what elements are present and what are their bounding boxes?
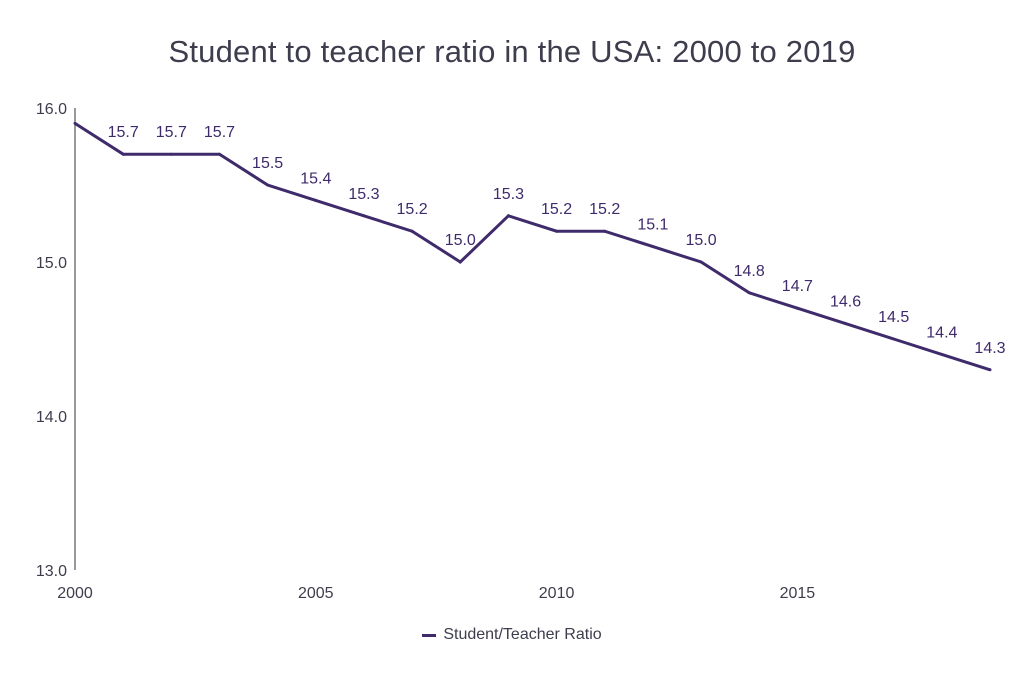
data-label: 14.4 (926, 324, 957, 341)
data-label: 15.3 (348, 186, 379, 203)
data-label: 15.0 (445, 232, 476, 249)
data-point (988, 368, 992, 372)
data-label: 15.5 (252, 155, 283, 172)
data-point (506, 214, 510, 218)
data-label: 14.8 (734, 263, 765, 280)
y-tick-label: 14.0 (36, 409, 67, 426)
x-tick-label: 2005 (298, 585, 334, 602)
data-label: 15.2 (541, 201, 572, 218)
data-point (892, 337, 896, 341)
data-point (603, 229, 607, 233)
data-point (747, 291, 751, 295)
data-point (458, 260, 462, 264)
data-label: 14.3 (974, 340, 1005, 357)
legend-label: Student/Teacher Ratio (443, 626, 602, 643)
data-label: 15.2 (589, 201, 620, 218)
x-tick-label: 2015 (780, 585, 816, 602)
data-label: 15.7 (204, 124, 235, 141)
data-point (410, 229, 414, 233)
data-point (169, 152, 173, 156)
data-point (121, 152, 125, 156)
data-point (73, 121, 77, 125)
data-label: 14.5 (878, 309, 909, 326)
data-point (844, 322, 848, 326)
y-tick-label: 15.0 (36, 255, 67, 272)
y-tick-label: 13.0 (36, 563, 67, 580)
series-layer (73, 121, 992, 372)
y-axis: 13.0 14.0 15.0 16.0 (36, 101, 76, 580)
x-axis: 2000 2005 2010 2015 (57, 585, 815, 602)
data-label: 15.3 (493, 186, 524, 203)
data-point (555, 229, 559, 233)
data-label: 14.6 (830, 294, 861, 311)
legend-swatch (422, 633, 437, 637)
data-point (362, 214, 366, 218)
data-point (795, 306, 799, 310)
data-label: 15.7 (156, 124, 187, 141)
y-tick-label: 16.0 (36, 101, 67, 118)
data-label: 15.1 (637, 217, 668, 234)
series-line (74, 122, 991, 372)
data-point (314, 198, 318, 202)
data-label: 15.2 (397, 201, 428, 218)
data-label: 14.7 (782, 278, 813, 295)
chart-title: Student to teacher ratio in the USA: 200… (168, 34, 856, 69)
data-point (266, 183, 270, 187)
data-labels-layer: 15.7 15.7 15.7 15.5 15.4 15.3 15.2 15.0 15.3 15.2… (108, 124, 1006, 357)
data-point (217, 152, 221, 156)
data-label: 15.0 (685, 232, 716, 249)
data-label: 15.7 (108, 124, 139, 141)
data-label: 15.4 (300, 170, 331, 187)
x-tick-label: 2010 (539, 585, 575, 602)
legend: Student/Teacher Ratio (0, 626, 1024, 644)
data-point (651, 245, 655, 249)
data-point (699, 260, 703, 264)
x-tick-label: 2000 (57, 585, 93, 602)
data-point (940, 352, 944, 356)
